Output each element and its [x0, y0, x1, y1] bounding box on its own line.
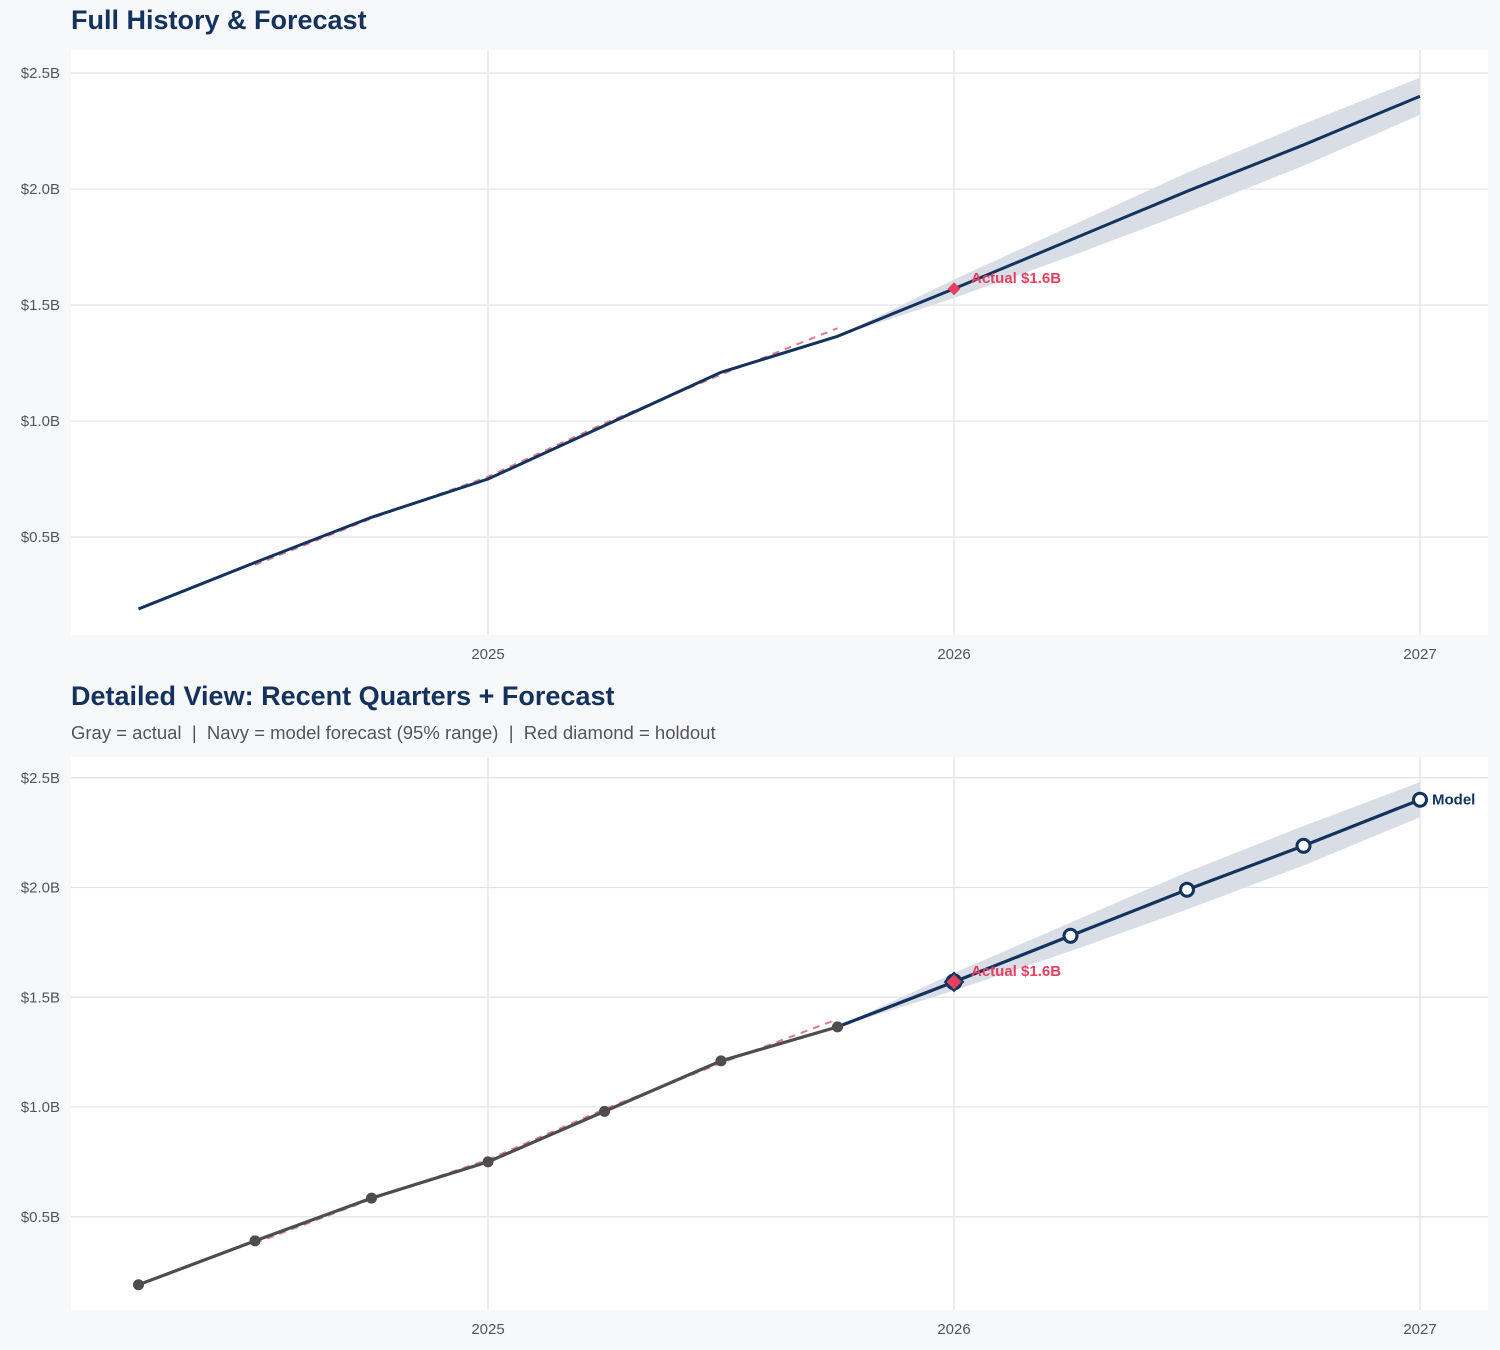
y-tick-label: $2.5B	[21, 770, 60, 787]
y-tick-label: $1.0B	[21, 413, 60, 430]
x-tick-label: 2025	[471, 1321, 504, 1338]
actual-point	[133, 1279, 144, 1291]
forecast-line	[836, 798, 1421, 1029]
actual-point	[599, 1105, 610, 1117]
history-forecast-line	[137, 94, 1421, 611]
y-tick-label: $2.0B	[21, 181, 60, 198]
bottom-chart-subtitle: Gray = actual | Navy = model forecast (9…	[71, 722, 716, 743]
actual-annotation: Actual $1.6B	[971, 963, 1061, 980]
forecast-point	[1295, 837, 1312, 854]
actual-point	[366, 1192, 377, 1204]
x-tick-label: 2026	[937, 1321, 970, 1338]
y-tick-label: $1.5B	[21, 989, 60, 1006]
y-tick-label: $2.5B	[21, 65, 60, 82]
actual-annotation: Actual $1.6B	[971, 270, 1061, 287]
x-tick-label: 2027	[1403, 1321, 1436, 1338]
forecast-point	[1412, 791, 1428, 808]
y-tick-label: $0.5B	[21, 529, 60, 546]
forecast-band	[837, 77, 1420, 337]
top-chart-title: Full History & Forecast	[71, 5, 367, 35]
actual-point	[249, 1235, 261, 1247]
actual-point	[715, 1055, 727, 1067]
x-tick-label: 2026	[937, 646, 970, 663]
x-tick-label: 2025	[471, 646, 504, 663]
model-label: Model	[1432, 792, 1475, 809]
holdout-diamond-icon	[947, 282, 961, 296]
y-tick-label: $2.0B	[21, 880, 60, 897]
y-tick-label: $1.5B	[21, 297, 60, 314]
forecast-band	[837, 782, 1420, 1027]
y-tick-label: $0.5B	[21, 1209, 60, 1226]
bottom-chart-title: Detailed View: Recent Quarters + Forecas…	[71, 681, 615, 711]
forecast-point	[1179, 881, 1195, 898]
top-chart: $0.5B $1.0B $1.5B $2.0B $2.5B 2025 2026 2027 Act…	[21, 50, 1488, 663]
x-tick-label: 2027	[1403, 646, 1436, 663]
forecast-point	[1062, 927, 1079, 944]
actual-point	[832, 1021, 843, 1033]
holdout-diamond-icon	[943, 971, 965, 993]
actual-point	[482, 1156, 494, 1168]
y-tick-label: $1.0B	[21, 1099, 60, 1116]
